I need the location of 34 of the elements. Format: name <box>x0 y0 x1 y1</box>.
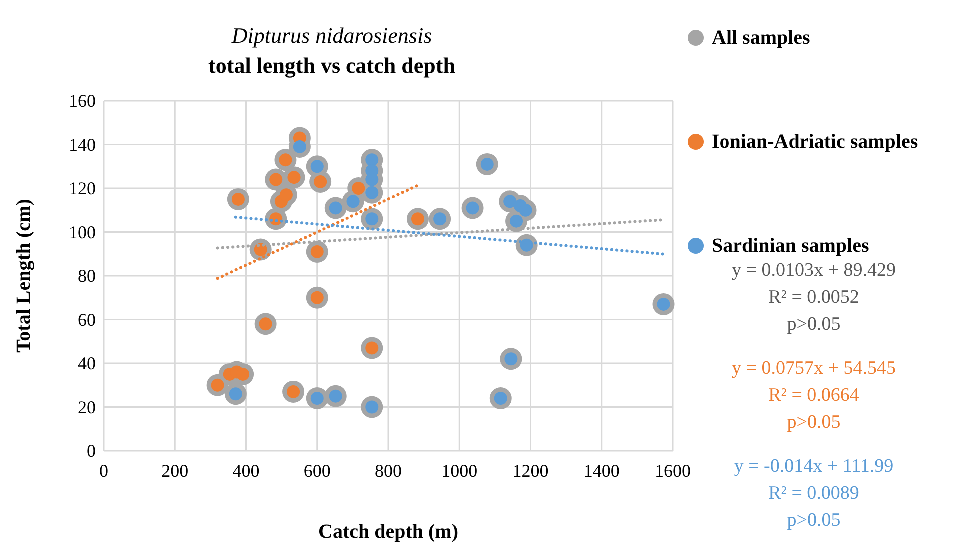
x-tick-label: 1200 <box>512 461 549 481</box>
x-tick-label: 1000 <box>442 461 478 481</box>
legend-label: All samples <box>712 27 811 49</box>
x-tick-label: 400 <box>232 461 260 481</box>
x-tick-label: 600 <box>304 461 331 481</box>
x-tick-label: 1600 <box>655 461 691 481</box>
text: R² = 0.0664 <box>768 385 860 406</box>
x-axis-title: Catch depth (m) <box>318 521 458 543</box>
y-tick-label: 40 <box>78 354 96 374</box>
text: p>0.05 <box>787 314 841 335</box>
y-tick-label: 80 <box>78 266 96 286</box>
x-tick-label: 1400 <box>584 461 620 481</box>
legend-label: Sardinian samples <box>712 235 870 257</box>
chart-title: Dipturus nidarosiensis <box>230 23 432 48</box>
chart-subtitle: total length vs catch depth <box>208 53 456 78</box>
x-tick-label: 200 <box>162 461 189 481</box>
text: p>0.05 <box>787 510 841 531</box>
x-tick-label: 800 <box>375 461 402 481</box>
text: R² = 0.0089 <box>768 483 860 504</box>
text: y = 0.0757x + 54.545 <box>732 358 896 379</box>
y-tick-label: 60 <box>78 310 96 330</box>
x-tick-label: 0 <box>100 461 108 481</box>
y-tick-label: 100 <box>69 222 96 242</box>
text: R² = 0.0052 <box>768 287 860 308</box>
y-tick-label: 120 <box>69 178 96 198</box>
legend-label: Ionian-Adriatic samples <box>712 131 918 153</box>
text: p>0.05 <box>787 412 841 433</box>
y-axis-title: Total Length (cm) <box>13 199 35 353</box>
y-tick-label: 20 <box>78 397 96 418</box>
y-tick-label: 0 <box>87 441 96 461</box>
text: y = -0.014x + 111.99 <box>734 456 894 477</box>
y-tick-label: 160 <box>69 91 96 111</box>
text: y = 0.0103x + 89.429 <box>732 260 896 281</box>
y-tick-label: 140 <box>69 134 96 155</box>
